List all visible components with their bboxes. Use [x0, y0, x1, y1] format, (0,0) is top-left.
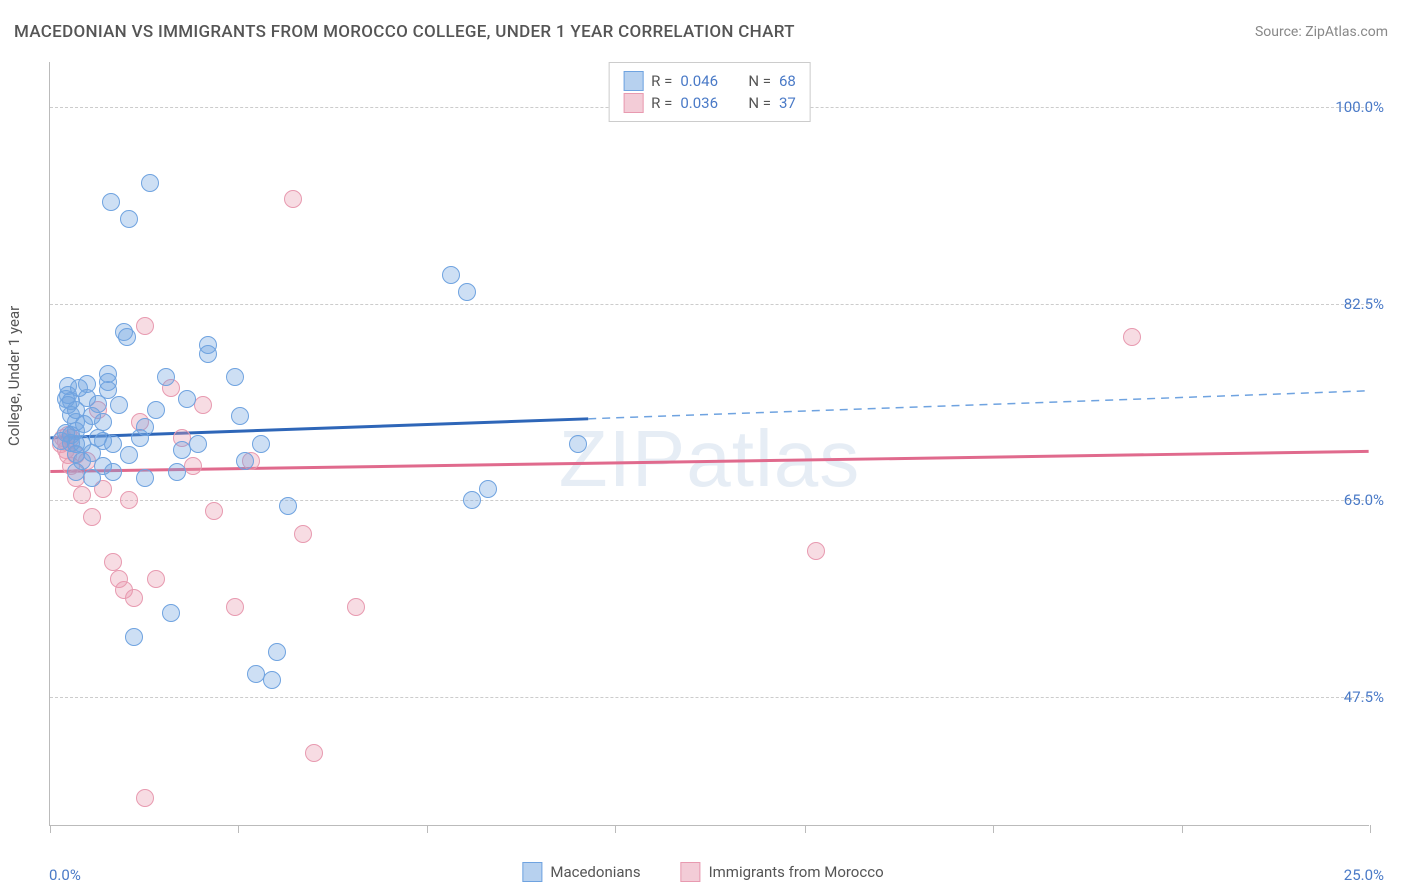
legend-swatch: [522, 862, 542, 882]
scatter-point: [125, 589, 143, 607]
legend-r-label: R =: [651, 94, 672, 112]
legend-r-value: 0.046: [680, 72, 730, 90]
scatter-point: [110, 396, 128, 414]
scatter-point: [120, 210, 138, 228]
legend-series-item: Macedonians: [522, 862, 640, 882]
y-tick-label: 47.5%: [1344, 688, 1384, 706]
legend-swatch: [623, 71, 643, 91]
gridline-h: [50, 697, 1369, 698]
regression-overlay: [50, 62, 1369, 825]
legend-n-value: 68: [779, 72, 796, 90]
scatter-point: [120, 491, 138, 509]
scatter-point: [104, 463, 122, 481]
scatter-point: [479, 480, 497, 498]
x-tick: [427, 825, 428, 833]
scatter-point: [104, 553, 122, 571]
legend-series: Macedonians Immigrants from Morocco: [522, 862, 883, 882]
scatter-point: [178, 390, 196, 408]
scatter-point: [99, 365, 117, 383]
scatter-point: [458, 283, 476, 301]
scatter-point: [136, 469, 154, 487]
scatter-point: [141, 174, 159, 192]
scatter-point: [347, 598, 365, 616]
x-tick-label: 25.0%: [1344, 866, 1384, 884]
scatter-point: [120, 446, 138, 464]
legend-n-label: N =: [748, 94, 771, 112]
x-tick: [1182, 825, 1183, 833]
legend-swatch: [681, 862, 701, 882]
legend-r-label: R =: [651, 72, 672, 90]
legend-n-value: 37: [779, 94, 796, 112]
scatter-point: [463, 491, 481, 509]
scatter-point: [569, 435, 587, 453]
scatter-point: [1123, 328, 1141, 346]
chart-title: MACEDONIAN VS IMMIGRANTS FROM MOROCCO CO…: [14, 22, 795, 42]
scatter-point: [205, 502, 223, 520]
scatter-point: [184, 457, 202, 475]
legend-n-label: N =: [748, 72, 771, 90]
source-label: Source: ZipAtlas.com: [1255, 24, 1388, 40]
scatter-point: [104, 435, 122, 453]
legend-r-value: 0.036: [680, 94, 730, 112]
scatter-point: [147, 401, 165, 419]
scatter-point: [268, 643, 286, 661]
scatter-point: [136, 418, 154, 436]
x-tick: [50, 825, 51, 833]
scatter-point: [305, 744, 323, 762]
scatter-point: [807, 542, 825, 560]
scatter-point: [189, 435, 207, 453]
scatter-point: [194, 396, 212, 414]
y-tick-label: 82.5%: [1344, 295, 1384, 313]
scatter-point: [136, 317, 154, 335]
scatter-point: [199, 336, 217, 354]
scatter-point: [226, 368, 244, 386]
x-tick: [1370, 825, 1371, 833]
x-tick: [805, 825, 806, 833]
scatter-point: [136, 789, 154, 807]
legend-series-item: Immigrants from Morocco: [681, 862, 884, 882]
scatter-point: [442, 266, 460, 284]
y-axis-label: College, Under 1 year: [5, 306, 23, 446]
scatter-point: [284, 190, 302, 208]
scatter-point: [73, 486, 91, 504]
scatter-point: [125, 628, 143, 646]
y-tick-label: 100.0%: [1335, 98, 1384, 116]
legend-stats-row: R = 0.046 N = 68: [623, 71, 796, 91]
scatter-point: [118, 328, 136, 346]
scatter-point: [78, 375, 96, 393]
scatter-point: [147, 570, 165, 588]
scatter-point: [226, 598, 244, 616]
scatter-point: [83, 508, 101, 526]
regression-line: [588, 391, 1368, 419]
gridline-h: [50, 500, 1369, 501]
legend-series-label: Immigrants from Morocco: [709, 863, 884, 881]
scatter-point: [236, 452, 254, 470]
legend-stats: R = 0.046 N = 68 R = 0.036 N = 37: [608, 62, 811, 122]
x-tick-label: 0.0%: [49, 866, 81, 884]
x-tick: [993, 825, 994, 833]
scatter-point: [168, 463, 186, 481]
legend-series-label: Macedonians: [550, 863, 640, 881]
scatter-point: [279, 497, 297, 515]
legend-swatch: [623, 93, 643, 113]
scatter-point: [263, 671, 281, 689]
scatter-point: [157, 368, 175, 386]
x-tick: [615, 825, 616, 833]
scatter-point: [94, 413, 112, 431]
y-tick-label: 65.0%: [1344, 491, 1384, 509]
x-tick: [238, 825, 239, 833]
plot-area: ZIPatlas R = 0.046 N = 68 R = 0.036 N = 37: [49, 62, 1369, 826]
scatter-point: [294, 525, 312, 543]
legend-stats-row: R = 0.036 N = 37: [623, 93, 796, 113]
scatter-point: [102, 193, 120, 211]
scatter-point: [252, 435, 270, 453]
gridline-h: [50, 304, 1369, 305]
scatter-point: [231, 407, 249, 425]
watermark: ZIPatlas: [559, 413, 860, 505]
scatter-point: [162, 604, 180, 622]
